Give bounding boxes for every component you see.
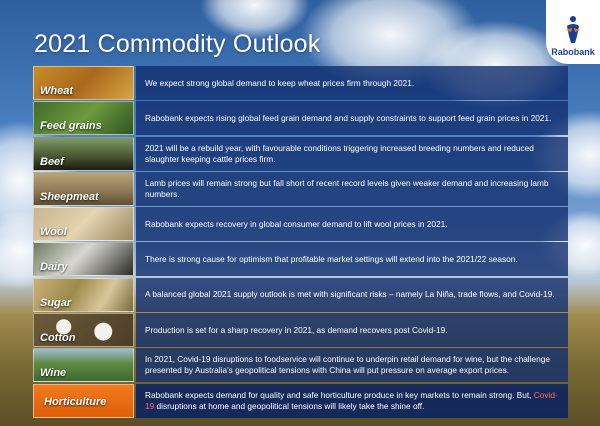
commodity-label: Feed grains [40,120,102,133]
wool-image: Wool [33,207,134,242]
commodity-list: Wheat We expect strong global demand to … [33,66,568,419]
commodity-row-dairy: Dairy There is strong cause for optimism… [33,242,568,277]
commodity-row-sheepmeat: Sheepmeat Lamb prices will remain strong… [33,171,568,206]
commodity-label: Dairy [40,261,68,274]
brand-name: Rabobank [551,47,595,57]
commodity-label: Sugar [40,296,72,309]
commodity-description: 2021 will be a rebuild year, with favour… [136,136,568,171]
commodity-label: Beef [40,155,64,168]
commodity-label: Wheat [40,85,73,97]
horticulture-image: Horticulture [33,383,134,418]
commodity-description: Rabobank expects rising global feed grai… [136,101,568,136]
commodity-row-beef: Beef 2021 will be a rebuild year, with f… [33,136,568,171]
commodity-label: Sheepmeat [40,190,99,203]
commodity-description: A balanced global 2021 supply outlook is… [136,277,568,312]
beef-image: Beef [33,136,134,171]
commodity-label: Wool [40,226,67,239]
description-text: disruptions at home and geopolitical ten… [154,400,425,411]
commodity-description: Rabobank expects recovery in global cons… [136,207,568,242]
commodity-description: There is strong cause for optimism that … [136,242,568,277]
cotton-image: Cotton [33,313,134,348]
commodity-description: In 2021, Covid-19 disruptions to foodser… [136,348,568,383]
commodity-row-sugar: Sugar A balanced global 2021 supply outl… [33,277,568,312]
page-title: 2021 Commodity Outlook [34,30,321,58]
wheat-image: Wheat [33,66,134,100]
dairy-image: Dairy [33,242,134,277]
description-text: Rabobank expects demand for quality and … [145,389,534,400]
sheepmeat-image: Sheepmeat [33,171,134,206]
commodity-description: We expect strong global demand to keep w… [136,66,568,100]
commodity-row-wine: Wine In 2021, Covid-19 disruptions to fo… [33,348,568,383]
commodity-label: Horticulture [44,395,107,408]
commodity-description: Production is set for a sharp recovery i… [136,313,568,348]
sugar-image: Sugar [33,277,134,312]
feed-grains-image: Feed grains [33,101,134,136]
commodity-description: Rabobank expects demand for quality and … [136,383,568,418]
wine-image: Wine [33,348,134,383]
commodity-row-cotton: Cotton Production is set for a sharp rec… [33,313,568,348]
commodity-label: Cotton [40,332,76,345]
rabobank-logo: Rabobank [546,0,600,64]
highlighted-text: Covid-19 [145,389,558,411]
rabobank-emblem-icon [566,16,580,43]
commodity-description: Lamb prices will remain strong but fall … [136,171,568,206]
commodity-row-horticulture: Horticulture Rabobank expects demand for… [33,383,568,418]
commodity-row-wheat: Wheat We expect strong global demand to … [33,66,568,100]
commodity-label: Wine [40,367,67,380]
commodity-row-feed-grains: Feed grains Rabobank expects rising glob… [33,101,568,136]
commodity-row-wool: Wool Rabobank expects recovery in global… [33,207,568,242]
